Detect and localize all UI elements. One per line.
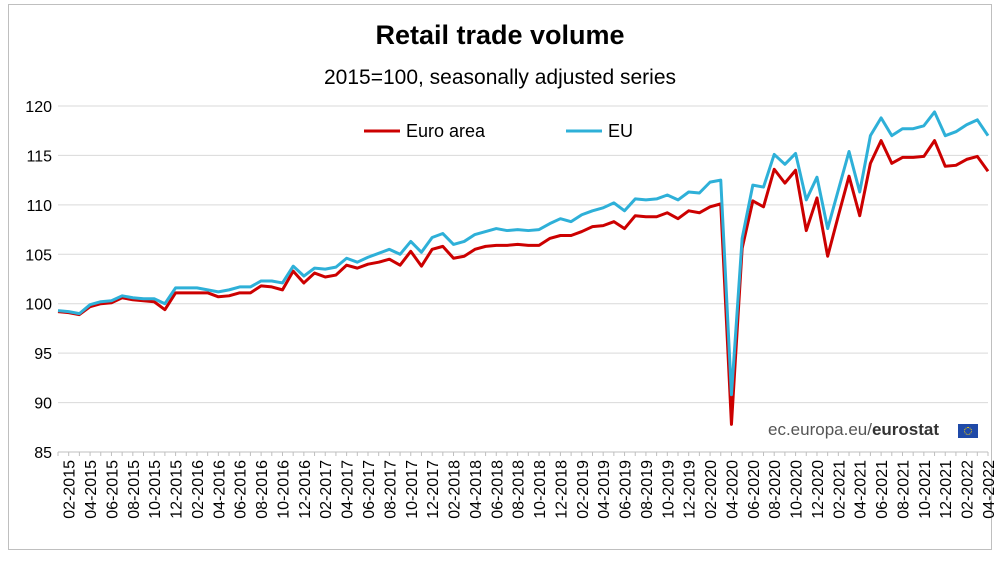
x-axis: 02-2015 04-2015 06-2015 08-2015 10-2015 12-20…: [57, 451, 998, 519]
y-tick-label: 90: [34, 396, 52, 413]
source-credit: ec.europa.eu/eurostat: [768, 420, 939, 440]
y-axis: 85 90 95 100 105 110 115 120: [25, 99, 52, 462]
x-tick-label: 08-2016: [254, 460, 271, 519]
chart-subtitle: 2015=100, seasonally adjusted series: [324, 66, 676, 89]
legend: Euro area EU: [364, 121, 633, 141]
x-tick-label: 04-2018: [468, 460, 485, 519]
x-tick-label: 06-2017: [361, 460, 378, 519]
x-tick-label: 08-2021: [895, 460, 912, 519]
x-tick-label: 04-2022: [981, 460, 998, 519]
x-tick-label: 10-2018: [532, 460, 549, 519]
x-tick-label: 04-2019: [596, 460, 613, 519]
x-tick-label: 08-2019: [639, 460, 656, 519]
x-tick-label: 04-2020: [724, 460, 741, 519]
legend-label: EU: [608, 121, 633, 141]
x-tick-label: 10-2021: [917, 460, 934, 519]
series-line-eu: [57, 110, 990, 397]
x-tick-label: 02-2016: [190, 460, 207, 519]
chart-frame: [8, 4, 992, 550]
eu-flag-icon: [958, 424, 978, 438]
x-tick-label: 02-2017: [318, 460, 335, 519]
x-tick-label: 02-2018: [447, 460, 464, 519]
y-tick-label: 105: [25, 247, 52, 264]
x-tick-label: 08-2015: [126, 460, 143, 519]
chart-title: Retail trade volume: [375, 20, 625, 50]
x-tick-label: 12-2018: [553, 460, 570, 519]
y-tick-label: 110: [26, 198, 52, 215]
x-tick-label: 06-2018: [489, 460, 506, 519]
x-tick-label: 06-2021: [874, 460, 891, 519]
x-tick-label: 02-2020: [703, 460, 720, 519]
x-tick-label: 12-2016: [297, 460, 314, 519]
x-tick-label: 12-2015: [169, 460, 186, 519]
x-tick-label: 02-2015: [62, 460, 79, 519]
y-tick-label: 115: [26, 148, 52, 165]
x-tick-label: 08-2017: [382, 460, 399, 519]
y-tick-label: 120: [25, 99, 52, 116]
x-tick-label: 04-2016: [211, 460, 228, 519]
x-tick-label: 08-2020: [767, 460, 784, 519]
x-tick-label: 10-2017: [404, 460, 421, 519]
x-tick-label: 04-2015: [83, 460, 100, 519]
x-tick-label: 06-2016: [233, 460, 250, 519]
series-line-euro-area: [57, 139, 990, 426]
series-lines: [57, 110, 990, 426]
x-tick-label: 02-2021: [831, 460, 848, 519]
x-tick-label: 04-2017: [340, 460, 357, 519]
source-brand: eurostat: [871, 420, 940, 439]
y-tick-label: 95: [34, 346, 52, 363]
x-tick-label: 02-2022: [960, 460, 977, 519]
x-tick-label: 10-2020: [789, 460, 806, 519]
x-tick-label: 12-2017: [425, 460, 442, 519]
x-tick-label: 06-2019: [618, 460, 635, 519]
x-tick-label: 12-2020: [810, 460, 827, 519]
source-site: ec.europa.eu/: [768, 420, 872, 439]
legend-label: Euro area: [406, 121, 486, 141]
x-tick-label: 10-2019: [660, 460, 677, 519]
x-tick-label: 10-2015: [147, 460, 164, 519]
x-tick-label: 08-2018: [511, 460, 528, 519]
x-tick-label: 04-2021: [853, 460, 870, 519]
x-tick-label: 10-2016: [275, 460, 292, 519]
x-tick-label: 12-2021: [938, 460, 955, 519]
x-tick-label: 06-2015: [104, 460, 121, 519]
x-tick-label: 02-2019: [575, 460, 592, 519]
y-tick-label: 85: [34, 445, 52, 462]
x-tick-label: 12-2019: [682, 460, 699, 519]
x-tick-label: 06-2020: [746, 460, 763, 519]
y-tick-label: 100: [25, 297, 52, 314]
